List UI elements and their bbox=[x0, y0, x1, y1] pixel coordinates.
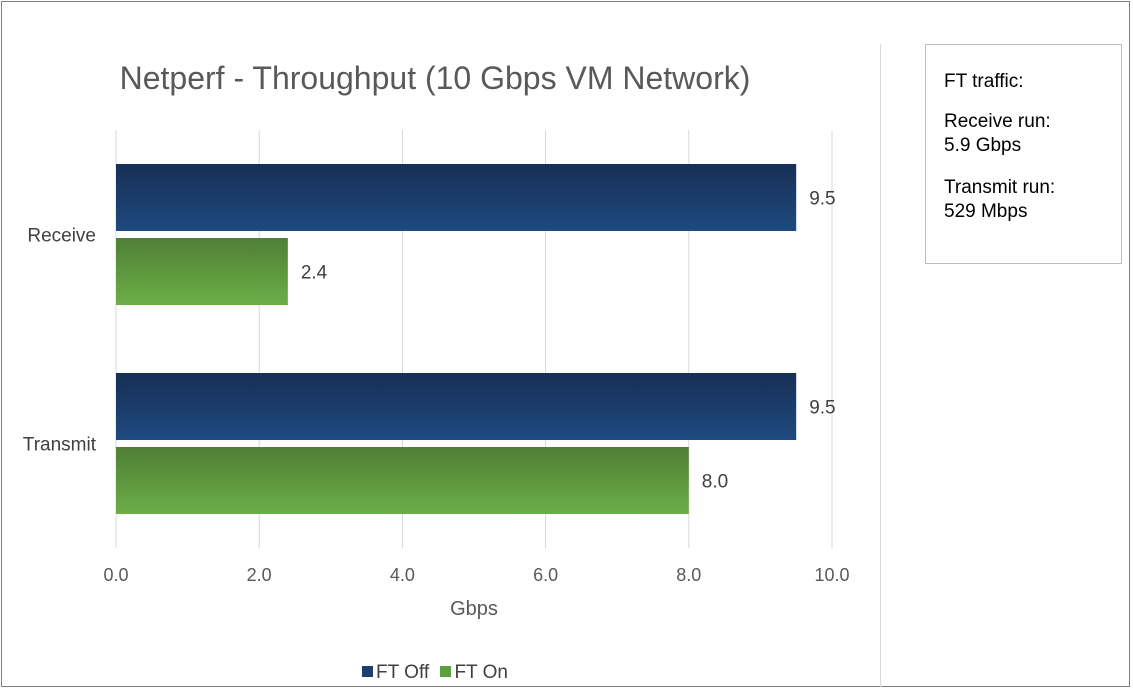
note-receive: Receive run: 5.9 Gbps bbox=[944, 110, 1103, 158]
category-label: Receive bbox=[27, 226, 96, 247]
x-tick-label: 10.0 bbox=[814, 565, 849, 585]
x-tick-label: 6.0 bbox=[533, 565, 558, 585]
data-label: 8.0 bbox=[702, 472, 728, 493]
bar-chart: 0.0 2.0 4.0 6.0 8.0 10.0 Gbps 9.5 2.4 Receive 9.5 8… bbox=[23, 130, 850, 620]
chart-legend: FT Off FT On bbox=[0, 662, 870, 684]
ft-traffic-note: FT traffic: Receive run: 5.9 Gbps Transm… bbox=[925, 44, 1122, 264]
x-tick-label: 8.0 bbox=[676, 565, 701, 585]
legend-swatch-ft-on bbox=[440, 666, 452, 677]
bar bbox=[116, 238, 288, 305]
data-label: 9.5 bbox=[809, 189, 835, 210]
note-heading: FT traffic: bbox=[944, 71, 1024, 92]
data-label: 2.4 bbox=[301, 263, 328, 284]
note-transmit-label: Transmit run: bbox=[944, 177, 1056, 198]
x-axis-label: Gbps bbox=[450, 598, 498, 620]
note-receive-label: Receive run: bbox=[944, 111, 1051, 132]
note-receive-value: 5.9 Gbps bbox=[944, 135, 1022, 156]
note-transmit: Transmit run: 529 Mbps bbox=[944, 176, 1103, 224]
legend-swatch-ft-off bbox=[362, 666, 374, 677]
legend-item-ft-off: FT Off bbox=[362, 662, 429, 684]
legend-label-ft-on: FT On bbox=[454, 662, 508, 683]
x-tick-label: 0.0 bbox=[103, 565, 128, 585]
category-label: Transmit bbox=[23, 435, 97, 456]
bar bbox=[116, 373, 797, 440]
chart-title: Netperf - Throughput (10 Gbps VM Network… bbox=[119, 60, 751, 96]
legend-label-ft-off: FT Off bbox=[376, 662, 430, 683]
x-tick-label: 4.0 bbox=[390, 565, 415, 585]
bar bbox=[116, 164, 797, 231]
data-label: 9.5 bbox=[809, 398, 835, 419]
bar bbox=[116, 447, 689, 514]
x-tick-label: 2.0 bbox=[247, 565, 272, 585]
panel-divider bbox=[880, 44, 881, 687]
legend-item-ft-on: FT On bbox=[440, 662, 508, 684]
note-transmit-value: 529 Mbps bbox=[944, 201, 1028, 222]
